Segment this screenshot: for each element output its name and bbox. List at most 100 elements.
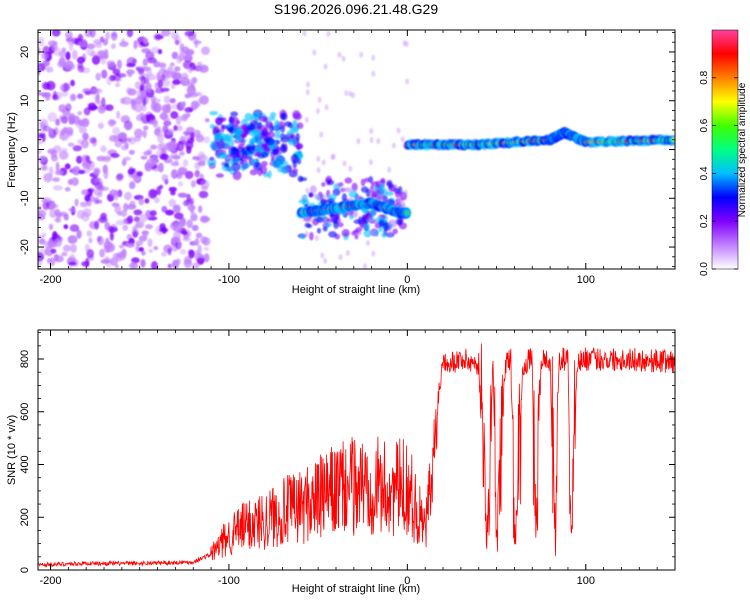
spectrogram-cell xyxy=(97,235,104,246)
snr-y-ticks: 0 200 400 600 800 xyxy=(19,332,675,573)
spectrogram-cell xyxy=(221,124,229,130)
spectrogram-cell xyxy=(118,244,124,249)
spectrogram-cell xyxy=(363,263,367,269)
spectrogram-cell xyxy=(104,244,111,253)
spectrogram-cell xyxy=(190,131,195,142)
spectrogram-x-label: Height of straight line (km) xyxy=(292,284,420,296)
spectrogram-cell xyxy=(348,90,353,97)
spectrogram-cell xyxy=(173,66,181,72)
spectrogram-cell xyxy=(78,169,86,175)
snr-x-ticks: -200 -100 0 100 xyxy=(39,330,676,587)
spectrogram-cell xyxy=(345,250,350,257)
spectrogram-cell xyxy=(203,246,210,251)
spectrogram-cell xyxy=(337,51,342,58)
spectrogram-cell xyxy=(316,227,322,234)
spectrogram-cell xyxy=(82,132,89,141)
spectrogram-cell xyxy=(133,216,140,223)
spectrogram-cell xyxy=(47,148,57,155)
spectrogram-cell xyxy=(160,30,171,37)
spectrogram-cell xyxy=(125,243,135,248)
spectrogram-cell xyxy=(337,219,342,226)
spectrogram-cell xyxy=(234,157,240,162)
spectrogram-cell xyxy=(218,117,227,122)
spectrogram-cell xyxy=(292,119,298,125)
spectrogram-cell xyxy=(193,101,201,109)
spectrogram-cell xyxy=(369,137,374,144)
spectrogram-cell xyxy=(82,208,92,218)
spectrogram-y-ticks: -20 -10 0 10 20 xyxy=(19,32,675,267)
spectrogram-cell xyxy=(199,95,209,105)
snr-frame xyxy=(38,330,675,570)
spectrogram-cell xyxy=(375,180,381,188)
spectrogram-cell xyxy=(369,127,374,134)
spectrogram-cell xyxy=(132,230,138,238)
spectrogram-cell xyxy=(89,137,97,144)
spectrogram-cell xyxy=(168,186,177,193)
spectrogram-cell xyxy=(93,88,103,94)
spectrogram-cell xyxy=(290,153,299,164)
colorbar: 0.0 0.2 0.4 0.6 0.8 Normalized spectral ampl… xyxy=(699,29,748,276)
spectrogram-cell xyxy=(201,46,210,55)
spectrogram-cell xyxy=(161,117,171,122)
spectrogram-cell xyxy=(94,94,99,104)
spectrogram-cell xyxy=(61,90,69,97)
spectrogram-cell xyxy=(167,155,175,160)
spectrogram-cell xyxy=(292,159,297,169)
spectrogram-cell xyxy=(86,230,93,237)
spectrogram-cell xyxy=(320,252,325,259)
spectrogram-cell xyxy=(53,238,62,247)
spectrogram-cell xyxy=(57,60,67,68)
y-tick-label: -10 xyxy=(19,190,31,206)
spectrogram-cell xyxy=(142,129,147,139)
spectrogram-cell xyxy=(221,155,230,160)
spectrogram-cell xyxy=(312,49,317,56)
spectrogram-cell xyxy=(59,116,66,122)
spectrogram-cell xyxy=(163,158,173,164)
spectrogram-cell xyxy=(145,51,155,60)
spectrogram-cell xyxy=(104,256,110,264)
spectrogram-cell xyxy=(193,129,201,138)
spectrogram-cell xyxy=(176,168,185,176)
spectrogram-cell xyxy=(180,248,187,255)
spectrogram-cell xyxy=(109,231,114,241)
spectrogram-cell xyxy=(89,105,99,110)
spectrogram-cell xyxy=(204,118,210,123)
spectrogram-cell xyxy=(84,194,91,202)
spectrogram-cell xyxy=(138,247,145,252)
spectrogram-cell xyxy=(183,258,193,269)
spectrogram-cell xyxy=(181,101,186,108)
spectrogram-cell xyxy=(324,104,329,111)
spectrogram-cell xyxy=(261,160,268,167)
y-tick-label: 10 xyxy=(19,95,31,107)
spectrogram-cell xyxy=(194,162,201,170)
spectrogram-cell xyxy=(38,238,46,245)
spectrogram-cell xyxy=(38,148,43,155)
spectrogram-cell xyxy=(44,246,54,257)
spectrogram-cell xyxy=(126,30,134,38)
spectrogram-cell xyxy=(295,132,301,142)
spectrogram-cell xyxy=(65,103,72,112)
spectrogram-cell xyxy=(322,194,327,201)
spectrogram-cell xyxy=(72,145,82,152)
spectrogram-cell xyxy=(404,41,409,48)
spectrogram-cell xyxy=(74,198,79,207)
spectrogram-cell xyxy=(71,166,81,176)
spectrogram-cell xyxy=(382,194,388,203)
spectrogram-cell xyxy=(305,89,310,96)
spectrogram-cell xyxy=(184,170,194,180)
spectrogram-cell xyxy=(196,61,203,67)
spectrogram-cell xyxy=(240,164,246,172)
spectrogram-cell xyxy=(136,171,143,177)
spectrogram-cell xyxy=(67,142,75,147)
spectrogram-cell xyxy=(114,139,123,148)
spectrogram-cell xyxy=(249,169,258,176)
spectrogram-cell xyxy=(194,169,201,178)
spectrogram-cell xyxy=(194,38,199,49)
spectrogram-cell xyxy=(120,144,129,151)
spectrogram-cell xyxy=(203,136,211,144)
spectrogram-cell xyxy=(76,229,82,239)
spectrogram-cell xyxy=(194,237,200,247)
spectrogram-cell xyxy=(363,229,372,238)
spectrogram-cell xyxy=(78,126,87,134)
